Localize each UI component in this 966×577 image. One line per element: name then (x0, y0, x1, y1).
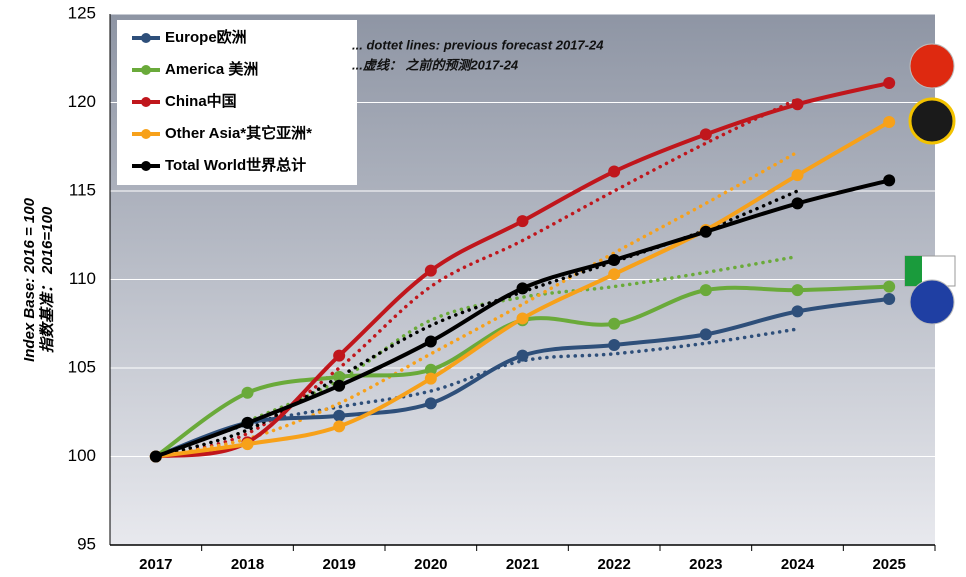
flag-icons (904, 43, 956, 325)
data-point (516, 349, 529, 362)
data-point (883, 115, 896, 128)
series-line (153, 81, 892, 459)
y-tick-label: 110 (69, 269, 96, 288)
y-axis-label: 指数基准： 2016=100 (39, 206, 56, 353)
data-point (333, 379, 346, 392)
data-point (333, 420, 346, 433)
previous-forecast-line (154, 97, 800, 459)
data-point (883, 280, 896, 293)
legend-marker (141, 65, 151, 75)
data-point (424, 372, 437, 385)
y-tick-label: 105 (68, 357, 96, 376)
data-point (883, 292, 896, 305)
annotation: ... dottet lines: previous forecast 2017… (352, 37, 604, 52)
y-tick-label: 100 (68, 446, 96, 465)
y-tick-label: 125 (68, 3, 96, 22)
x-tick-label: 2017 (139, 556, 172, 573)
data-point (883, 174, 896, 187)
data-point (699, 328, 712, 341)
legend-label: Other Asia*其它亚洲* (165, 124, 312, 142)
x-tick-label: 2020 (414, 556, 447, 573)
y-axis-label: Index Base: 2016 = 100 (21, 197, 38, 362)
data-point (791, 169, 804, 182)
data-point (791, 284, 804, 297)
x-tick-label: 2019 (322, 556, 355, 573)
annotation: ...虚线： 之前的预测2017-24 (352, 57, 519, 72)
data-point (699, 284, 712, 297)
data-point (333, 409, 346, 422)
x-tick-label: 2021 (506, 556, 539, 573)
legend-label: Europe欧洲 (165, 28, 247, 46)
x-tick-label: 2024 (781, 556, 815, 573)
data-point (424, 264, 437, 277)
y-tick-label: 95 (77, 534, 96, 553)
data-point (241, 386, 254, 399)
legend-label: China中国 (165, 92, 237, 110)
data-point (608, 338, 621, 351)
data-point (791, 305, 804, 318)
data-point (791, 98, 804, 111)
data-point (424, 397, 437, 410)
data-point (241, 438, 254, 451)
legend-label: Total World世界总计 (165, 156, 306, 174)
legend-label: America 美洲 (165, 60, 258, 78)
data-point (424, 335, 437, 348)
y-tick-label: 120 (68, 92, 96, 111)
data-point (516, 282, 529, 295)
data-point (241, 416, 254, 429)
data-point (699, 225, 712, 238)
legend-marker (141, 97, 151, 107)
x-tick-label: 2018 (231, 556, 264, 573)
data-point (883, 77, 896, 90)
data-point (333, 349, 346, 362)
data-point (791, 197, 804, 210)
x-tick-label: 2025 (872, 556, 905, 573)
legend-marker (141, 161, 151, 171)
data-point (424, 363, 437, 376)
data-point (149, 450, 162, 463)
data-point (516, 215, 529, 228)
data-point (608, 268, 621, 281)
legend-marker (141, 33, 151, 43)
data-point (333, 370, 346, 383)
y-tick-label: 115 (69, 180, 96, 199)
legend-marker (141, 129, 151, 139)
data-point (608, 254, 621, 267)
x-tick-label: 2022 (597, 556, 630, 573)
data-point (608, 165, 621, 178)
x-tick-label: 2023 (689, 556, 722, 573)
data-point (699, 128, 712, 141)
previous-forecast-line (154, 189, 800, 459)
previous-forecast-line (154, 254, 800, 459)
data-point (608, 317, 621, 330)
data-point (516, 312, 529, 325)
